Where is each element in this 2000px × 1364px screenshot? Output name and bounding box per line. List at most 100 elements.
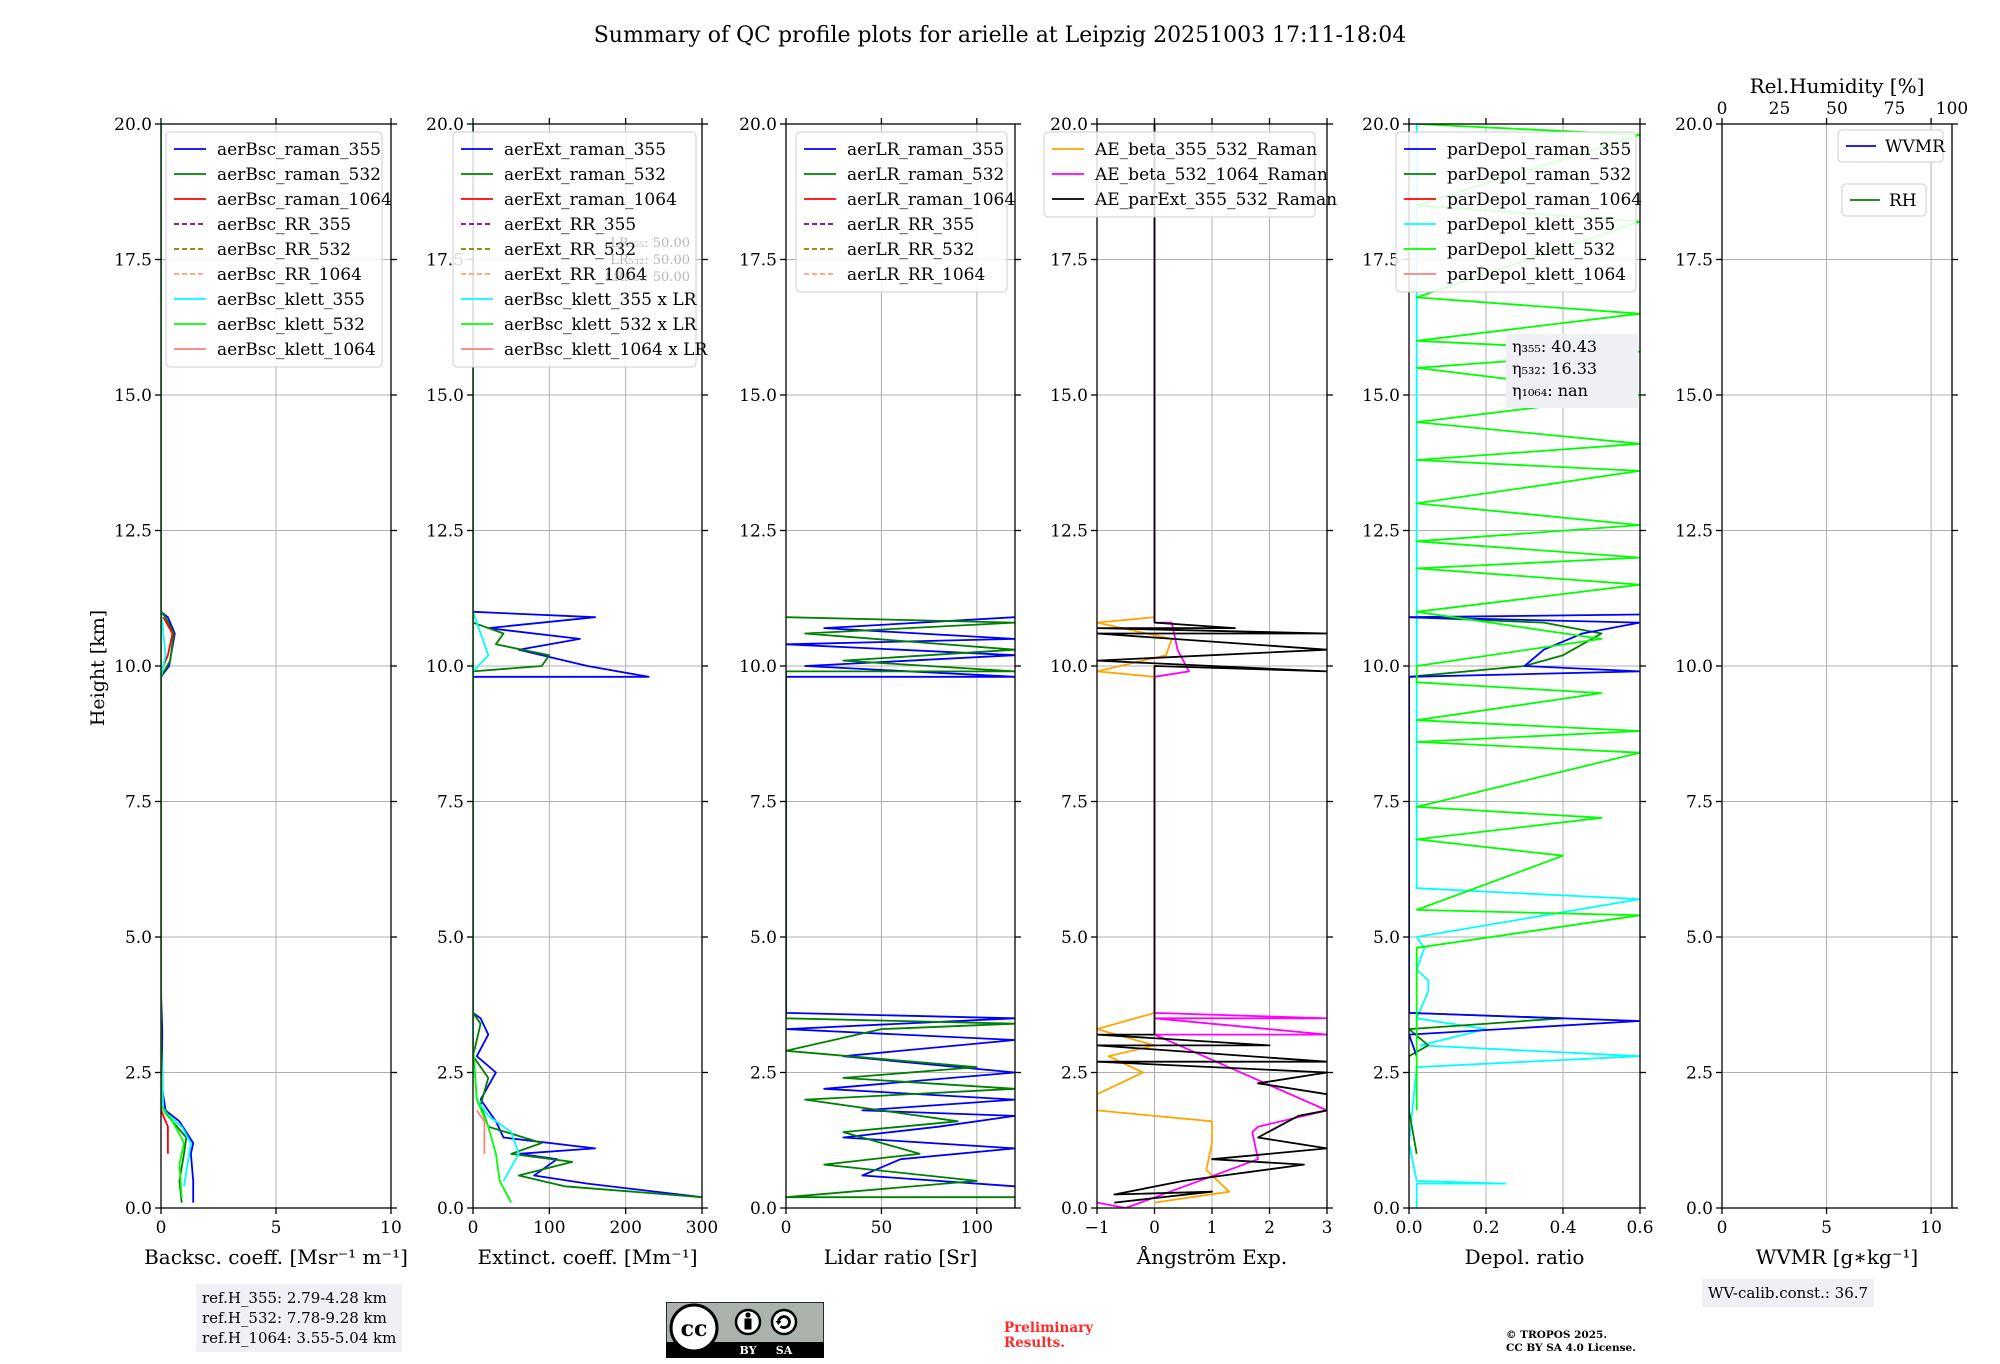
y-tick-label: 17.5 [1050, 251, 1088, 271]
y-tick-label: 10.0 [739, 657, 777, 677]
legend-label: aerBsc_klett_1064 x LR [504, 340, 708, 360]
legend-label: AE_parExt_355_532_Raman [1094, 190, 1337, 210]
legend-label: aerBsc_RR_1064 [217, 265, 362, 285]
x-tick-label: 100 [533, 1218, 565, 1238]
eta-box [1506, 334, 1638, 408]
legend-label: aerLR_raman_1064 [847, 190, 1015, 210]
series-group [473, 124, 702, 1204]
legend-label: aerBsc_raman_532 [217, 165, 381, 185]
x-tick-label: 0 [1717, 1218, 1728, 1238]
y-tick-label: 20.0 [114, 115, 152, 135]
legend-label: RH [1889, 191, 1917, 211]
x-tick-label: 50 [871, 1218, 893, 1238]
legend-label: parDepol_klett_1064 [1447, 265, 1626, 285]
series-line-parDepol_klett_532 [1415, 124, 1640, 1111]
panel-3: 0.0 2.5 5.0 7.5 10.0 12.5 15.0 17.5 20.0 0 50 100 Li… [739, 115, 1021, 1269]
series-group [161, 124, 195, 1203]
lr-annotation: LR₅₃₂: 50.00 [610, 253, 690, 268]
y-tick-label: 0.0 [1061, 1199, 1088, 1219]
legend-label: aerLR_RR_1064 [847, 265, 985, 285]
cc-license-logo: cc BY SA [666, 1302, 824, 1358]
y-tick-label: 15.0 [739, 386, 777, 406]
wv-calib-const: WV-calib.const.: 36.7 [1708, 1284, 1869, 1302]
x-axis-label: Ångström Exp. [1136, 1244, 1287, 1269]
top-x-axis-label: Rel.Humidity [%] [1750, 74, 1925, 98]
series-line-aerBsc_klett_532 x LR [473, 124, 512, 1204]
copyright-line-2: CC BY SA 4.0 License. [1506, 1342, 1636, 1354]
y-tick-label: 15.0 [114, 386, 152, 406]
y-tick-label: 12.5 [426, 522, 464, 542]
series-line-aerBsc_klett_355 [161, 124, 192, 1187]
y-tick-label: 2.5 [750, 1064, 777, 1084]
series-group [1409, 124, 1640, 1208]
y-tick-label: 2.5 [1373, 1064, 1400, 1084]
legend-label: AE_beta_532_1064_Raman [1094, 165, 1328, 185]
y-tick-label: 2.5 [1686, 1064, 1713, 1084]
panel-6: 0.02.55.07.510.012.515.017.520.00 5 10WVMR… [1675, 74, 1968, 1269]
series-line-parDepol_raman_532 [1409, 616, 1603, 1154]
legend-box-rh [1841, 183, 1927, 217]
y-tick-label: 5.0 [125, 928, 152, 948]
preliminary-note: Preliminary Results. [1004, 1321, 1093, 1351]
x-axis-label: Depol. ratio [1465, 1245, 1585, 1269]
series-line-aerBsc_klett_1064 x LR [476, 1109, 486, 1154]
x-tick-label: 0.4 [1549, 1218, 1576, 1238]
x-tick-label: 100 [961, 1218, 993, 1238]
legend-label: parDepol_klett_355 [1447, 215, 1615, 235]
y-tick-label: 0.0 [125, 1199, 152, 1219]
x-tick-label: 0.0 [1395, 1218, 1422, 1238]
preliminary-line-1: Preliminary [1004, 1320, 1094, 1336]
legend-box-wvmr [1837, 129, 1944, 163]
x-tick-label: 10 [1920, 1218, 1942, 1238]
series-line-aerLR_raman_532 [786, 616, 1015, 1199]
copyright-line-1: © TROPOS 2025. [1506, 1329, 1608, 1341]
y-tick-label: 2.5 [1061, 1064, 1088, 1084]
figure-title: Summary of QC profile plots for arielle … [594, 23, 1407, 48]
y-tick-label: 15.0 [426, 386, 464, 406]
x-tick-label: 0 [156, 1218, 167, 1238]
legend-label: aerLR_RR_355 [847, 215, 974, 235]
lr-annotation: LR₃₅₅: 50.00 [610, 236, 690, 251]
y-tick-label: 12.5 [739, 522, 777, 542]
series-line-aerBsc_raman_532 [161, 611, 188, 1203]
panel-4: 0.0 2.5 5.0 7.5 10.0 12.5 15.0 17.5 20.0 −1 0 1 2 3 Ån… [1043, 115, 1337, 1269]
series-line-AE_parExt_355_532_Raman [1097, 124, 1327, 1204]
panel-2: 0.02.55.07.510.012.515.017.520.00 100 200 3… [426, 115, 718, 1269]
y-tick-label: 5.0 [750, 928, 777, 948]
lr-annotation: LR₁₀₆₄: 50.00 [605, 270, 690, 285]
wv-calib-box: WV-calib.const.: 36.7 [1702, 1279, 1875, 1307]
legend-label: parDepol_klett_532 [1447, 240, 1615, 260]
legend-label: parDepol_raman_532 [1447, 165, 1631, 185]
y-tick-label: 17.5 [1675, 251, 1713, 271]
legend-box [1043, 131, 1316, 218]
x-tick-label: 3 [1322, 1218, 1333, 1238]
x-tick-label: 300 [686, 1218, 718, 1238]
top-x-tick-label: 50 [1826, 99, 1848, 119]
series-line-aerExt_raman_355 [473, 610, 702, 1199]
x-axis-label: WVMR [g∗kg⁻¹] [1756, 1245, 1918, 1269]
legend-label: aerBsc_RR_532 [217, 240, 351, 260]
x-tick-label: 0 [781, 1218, 792, 1238]
y-tick-label: 15.0 [1675, 386, 1713, 406]
y-tick-label: 0.0 [1686, 1199, 1713, 1219]
x-tick-label: 5 [1821, 1218, 1832, 1238]
y-tick-label: 17.5 [739, 251, 777, 271]
y-tick-label: 2.5 [437, 1064, 464, 1084]
series-group [1097, 124, 1327, 1208]
x-tick-label: 0 [1149, 1218, 1160, 1238]
eta-annotation: η₃₅₅: 40.43 [1512, 337, 1597, 356]
ref-height-532: ref.H_532: 7.78-9.28 km [202, 1309, 387, 1327]
y-tick-label: 7.5 [1686, 793, 1713, 813]
legend-label: aerBsc_klett_532 [217, 315, 365, 335]
y-tick-label: 7.5 [125, 793, 152, 813]
legend-label: aerExt_raman_532 [504, 165, 666, 185]
x-axis-label: Lidar ratio [Sr] [824, 1245, 978, 1269]
legend-label: aerBsc_RR_355 [217, 215, 351, 235]
y-tick-label: 20.0 [426, 115, 464, 135]
y-tick-label: 5.0 [1686, 928, 1713, 948]
y-tick-label: 12.5 [1050, 522, 1088, 542]
legend-box [795, 131, 1008, 293]
y-tick-label: 10.0 [1675, 657, 1713, 677]
x-tick-label: 5 [271, 1218, 282, 1238]
